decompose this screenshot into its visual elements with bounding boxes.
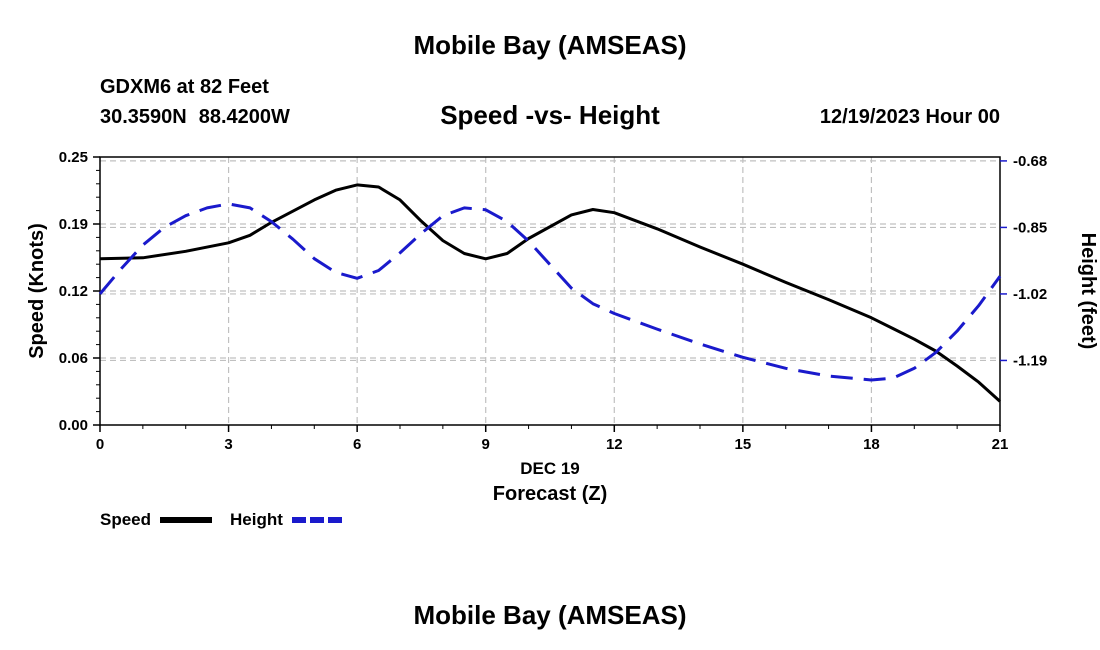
main-title: Mobile Bay (AMSEAS) [413,30,687,60]
y-axis-title: Speed (Knots) [26,223,48,359]
latitude: 30.3590N [100,106,187,128]
forecast-date: 12/19/2023 Hour 00 [819,106,1000,128]
y2-tick-label: -1.02 [1013,286,1047,303]
x-tick-label: 12 [606,436,623,453]
x-axis-title: Forecast (Z) [493,483,607,505]
height-series-line [98,202,1002,382]
legend-height-label: Height [230,510,283,529]
y-tick-label: 0.06 [59,350,88,367]
x-tick-label: 18 [863,436,880,453]
legend: Speed Height [100,510,344,529]
y2-tick-label: -0.68 [1013,153,1047,170]
legend-speed-label: Speed [100,510,151,529]
x-tick-label: 9 [482,436,490,453]
y-tick-label: 0.19 [59,216,88,233]
grid-lines [100,157,1000,425]
x-tick-label: 0 [96,436,104,453]
station-label: GDXM6 at 82 Feet [100,76,269,98]
y2-tick-label: -1.19 [1013,352,1047,369]
y2-axis-title: Height (feet) [1077,233,1099,350]
y2-tick-label: -0.85 [1013,219,1047,236]
y-tick-label: 0.12 [59,283,88,300]
x-tick-label: 21 [992,436,1009,453]
coordinates: 30.3590N 88.4200W [100,106,290,129]
footer-title: Mobile Bay (AMSEAS) [413,600,687,630]
axis-labels: 0 3 6 9 12 15 18 21 0.00 0.06 0.12 0.19 0.25 -0.68 -0.… [59,149,1047,453]
longitude: 88.4200W [198,106,290,128]
y-tick-label: 0.25 [59,149,88,166]
axis-ticks [93,156,1007,432]
y-tick-label: 0.00 [59,417,88,434]
chart-title: Speed -vs- Height [440,100,660,130]
x-tick-label: 6 [353,436,361,453]
x-date-label: DEC 19 [520,459,580,478]
speed-series-line [99,183,1002,403]
x-tick-label: 15 [735,436,752,453]
speed-height-chart: 0 3 6 9 12 15 18 21 0.00 0.06 0.12 0.19 0.25 -0.68 -0.… [26,149,1099,529]
series-lines [98,183,1002,403]
x-tick-label: 3 [224,436,232,453]
